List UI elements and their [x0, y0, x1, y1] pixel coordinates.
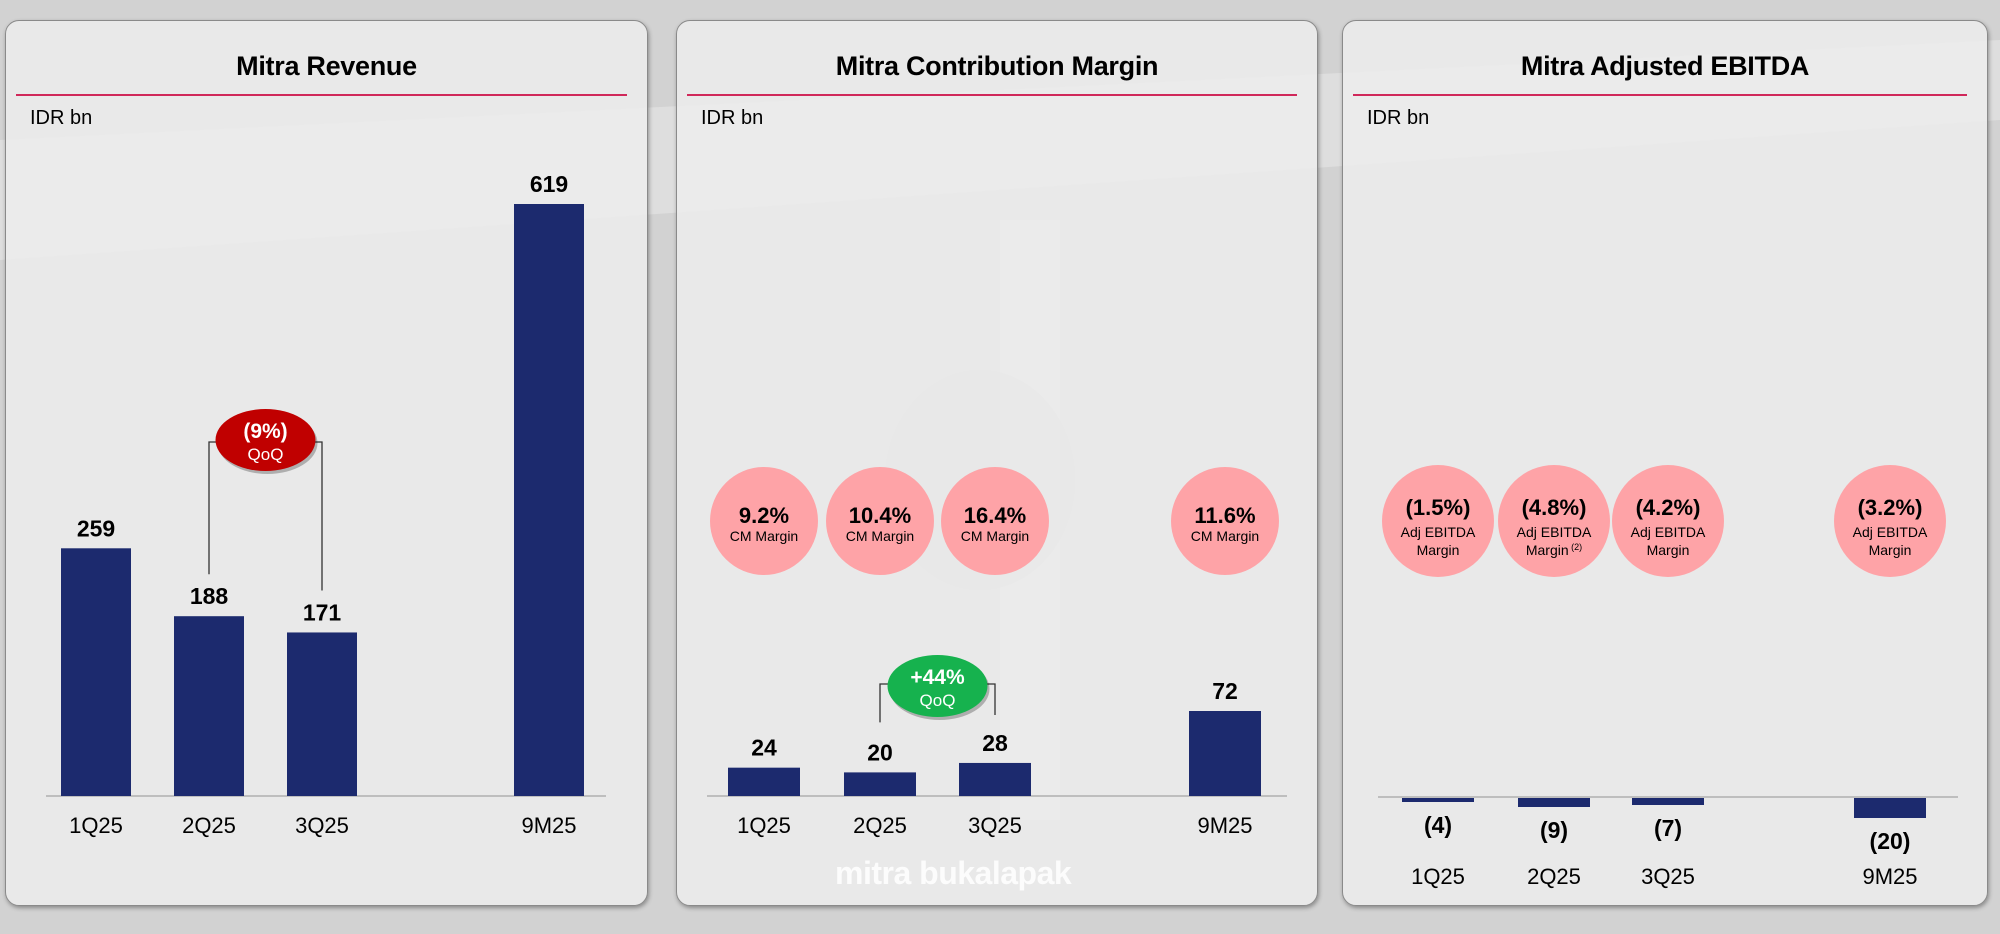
data-label: (4): [1424, 812, 1452, 838]
margin-bubble: [826, 467, 934, 575]
bar-9M25: [1854, 798, 1926, 818]
footnote-marker: (2): [1569, 542, 1583, 552]
margin-label: Adj EBITDA: [1853, 524, 1928, 540]
x-tick-label: 9M25: [1197, 813, 1252, 838]
margin-value: (4.8%): [1522, 495, 1587, 520]
qoq-value: +44%: [910, 666, 965, 689]
x-tick-label: 2Q25: [853, 813, 907, 838]
margin-label: Adj EBITDA: [1401, 524, 1476, 540]
data-label: 619: [530, 171, 568, 197]
x-tick-label: 1Q25: [1411, 864, 1465, 889]
margin-bubble: [1612, 465, 1724, 577]
x-tick-label: 1Q25: [737, 813, 791, 838]
title-rule: [1353, 94, 1967, 96]
bar-2Q25: [844, 772, 916, 796]
margin-value: (1.5%): [1406, 495, 1471, 520]
margin-value: 11.6%: [1194, 503, 1255, 528]
title-rule: [16, 94, 627, 96]
bar-9M25: [1189, 711, 1261, 796]
watermark-logo: mitra bukalapak: [835, 855, 1072, 891]
x-tick-label: 3Q25: [1641, 864, 1695, 889]
margin-label: CM Margin: [1191, 528, 1259, 544]
data-label: 171: [303, 599, 342, 625]
unit-label: IDR bn: [701, 107, 764, 129]
margin-label: CM Margin: [961, 528, 1029, 544]
margin-label: Margin: [1417, 542, 1460, 558]
data-label: 24: [751, 735, 777, 761]
bar-2Q25: [174, 616, 244, 796]
margin-label: CM Margin: [730, 528, 798, 544]
x-tick-label: 3Q25: [968, 813, 1022, 838]
margin-label: Adj EBITDA: [1517, 524, 1592, 540]
margin-value: 9.2%: [739, 503, 789, 528]
qoq-label: QoQ: [920, 691, 956, 710]
bar-2Q25: [1518, 798, 1590, 807]
qoq-label: QoQ: [248, 445, 284, 464]
margin-label: Margin (2): [1526, 542, 1582, 558]
revenue-chart: 259 1Q25 188 2Q25 171 3Q25 619 9M25 (9%) QoQ: [46, 171, 606, 838]
margin-label: Adj EBITDA: [1631, 524, 1706, 540]
qoq-badge: [215, 409, 316, 471]
panel-contribution-margin: Mitra Contribution Margin IDR bn 24 1Q25 2…: [676, 20, 1318, 906]
x-tick-label: 2Q25: [1527, 864, 1581, 889]
margin-bubble: [1498, 465, 1610, 577]
unit-label: IDR bn: [30, 107, 93, 129]
panel-revenue: Mitra Revenue IDR bn 259 1Q25 188 2Q25 171 3Q…: [5, 20, 648, 906]
bar-1Q25: [1402, 798, 1474, 802]
x-tick-label: 1Q25: [69, 813, 123, 838]
unit-label: IDR bn: [1367, 107, 1430, 129]
data-label: 72: [1212, 678, 1238, 704]
bar-3Q25: [1632, 798, 1704, 805]
adjusted-ebitda-chart: (4) 1Q25 (9) 2Q25 (7) 3Q25 (20) 9M25 (1.5%) Adj E…: [1378, 465, 1958, 889]
data-label: (20): [1870, 828, 1911, 854]
margin-label: CM Margin: [846, 528, 914, 544]
margin-bubble: [1382, 465, 1494, 577]
margin-bubble: [1834, 465, 1946, 577]
panel-title: Mitra Contribution Margin: [835, 51, 1159, 81]
margin-value: 16.4%: [964, 503, 1026, 528]
margin-bubble: [710, 467, 818, 575]
data-label: (9): [1540, 817, 1568, 843]
x-tick-label: 9M25: [521, 813, 576, 838]
bar-9M25: [514, 204, 584, 796]
qoq-badge: [887, 655, 988, 717]
margin-value: (3.2%): [1858, 495, 1923, 520]
bar-1Q25: [61, 548, 131, 796]
data-label: 188: [190, 583, 229, 609]
bar-3Q25: [287, 632, 357, 796]
panel-adjusted-ebitda: Mitra Adjusted EBITDA IDR bn (4) 1Q25 (9) 2…: [1342, 20, 1988, 906]
x-tick-label: 2Q25: [182, 813, 236, 838]
margin-bubble: [1171, 467, 1279, 575]
margin-value: (4.2%): [1636, 495, 1701, 520]
title-rule: [687, 94, 1297, 96]
bar-3Q25: [959, 762, 1031, 796]
bar-1Q25: [728, 767, 800, 796]
data-label: 259: [77, 515, 115, 541]
margin-label: Margin: [1647, 542, 1690, 558]
qoq-value: (9%): [243, 420, 287, 443]
data-label: (7): [1654, 815, 1682, 841]
data-label: 20: [867, 739, 893, 765]
x-tick-label: 9M25: [1862, 864, 1917, 889]
margin-bubble: [941, 467, 1049, 575]
data-label: 28: [982, 730, 1008, 756]
panel-title: Mitra Revenue: [236, 51, 417, 81]
panel-title: Mitra Adjusted EBITDA: [1520, 51, 1810, 81]
margin-label: Margin: [1869, 542, 1912, 558]
margin-value: 10.4%: [849, 503, 911, 528]
x-tick-label: 3Q25: [295, 813, 349, 838]
